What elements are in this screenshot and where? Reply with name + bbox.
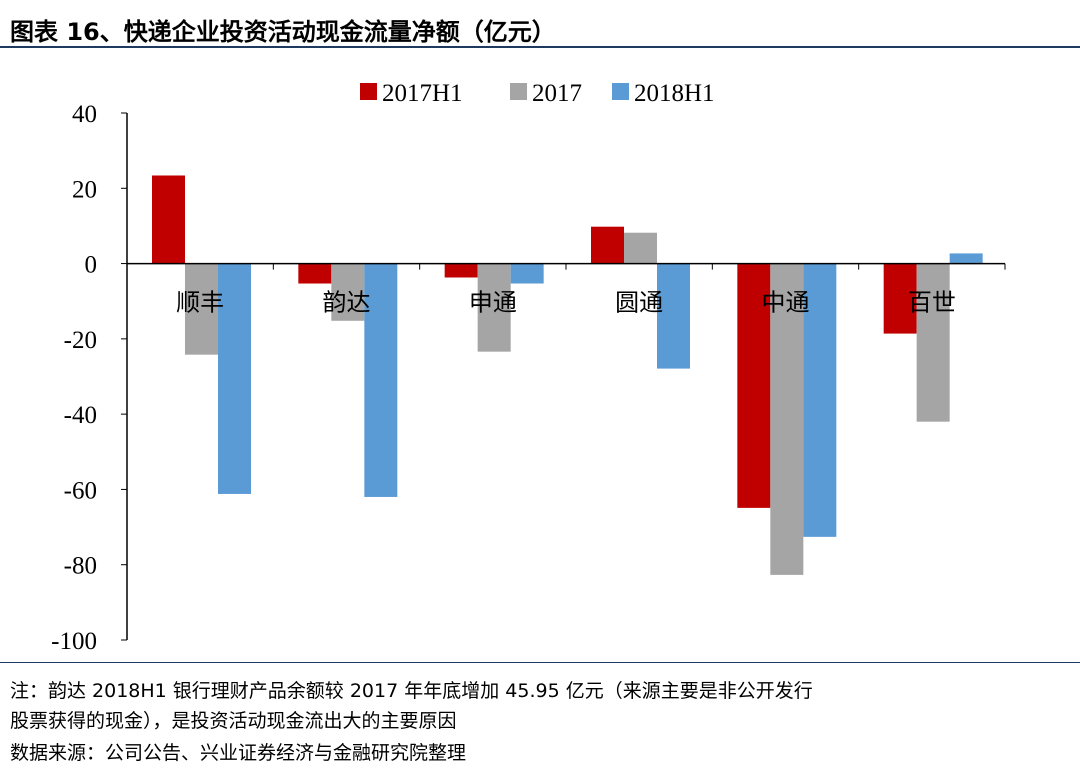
bar-2018H1-韵达: [364, 263, 398, 497]
bar-2017H1-圆通: [591, 226, 624, 264]
legend-swatch-2018H1: [612, 83, 629, 100]
bar-2017-顺丰: [185, 263, 218, 355]
bar-2017H1-申通: [444, 263, 478, 278]
x-tick-label: 百世: [908, 290, 956, 317]
bar-2018H1-百世: [949, 253, 983, 264]
title-divider: [0, 46, 1080, 48]
bar-2017-韵达: [331, 263, 365, 321]
bar-2018H1-顺丰: [218, 263, 251, 494]
bar-2017-申通: [477, 263, 511, 352]
y-tick-label: -80: [64, 553, 97, 580]
x-tick-label: 圆通: [615, 291, 663, 317]
note-divider: [0, 662, 1080, 663]
bar-2017H1-韵达: [298, 263, 332, 284]
bar-2017H1-顺丰: [152, 175, 185, 264]
x-tick-label: 申通: [469, 290, 517, 317]
legend-label-2017: 2017: [532, 80, 582, 107]
bar-2017-百世: [916, 263, 950, 422]
y-tick-label: 0: [85, 252, 98, 279]
y-tick-label: -60: [64, 477, 97, 504]
y-tick-label: -20: [64, 327, 97, 354]
bar-2017H1-中通: [737, 263, 771, 508]
y-tick-label: -100: [51, 628, 97, 655]
legend-swatch-2017H1: [360, 83, 377, 100]
chart-title: 图表 16、快递企业投资活动现金流量净额（亿元）: [10, 18, 556, 46]
bar-2017-圆通: [624, 232, 657, 264]
bar-2018H1-中通: [803, 263, 837, 537]
source-line: 数据来源：公司公告、兴业证券经济与金融研究院整理: [10, 742, 467, 764]
x-tick-label: 韵达: [323, 290, 371, 317]
x-tick-label: 中通: [762, 290, 810, 317]
note-line-1: 注：韵达 2018H1 银行理财产品余额较 2017 年年底增加 45.95 亿…: [10, 680, 813, 702]
bar-2017H1-百世: [883, 263, 917, 334]
x-tick-label: 顺丰: [176, 290, 224, 317]
y-tick-label: 40: [72, 101, 97, 128]
bar-2018H1-申通: [510, 263, 544, 284]
y-tick-label: 20: [72, 176, 97, 203]
legend-swatch-2017: [510, 83, 527, 100]
bar-2017-中通: [770, 263, 804, 575]
chart: 40 20 0 -20 -40 -60 -80 -100 顺丰 韵达 申通 圆通 中通 百世 2017H1 2…: [51, 80, 1006, 655]
note-line-2: 股票获得的现金），是投资活动现金流出大的主要原因: [10, 710, 457, 732]
legend-label-2017H1: 2017H1: [382, 80, 463, 107]
legend-label-2018H1: 2018H1: [634, 80, 715, 107]
y-tick-label: -40: [64, 402, 97, 429]
bar-2018H1-圆通: [657, 263, 690, 369]
